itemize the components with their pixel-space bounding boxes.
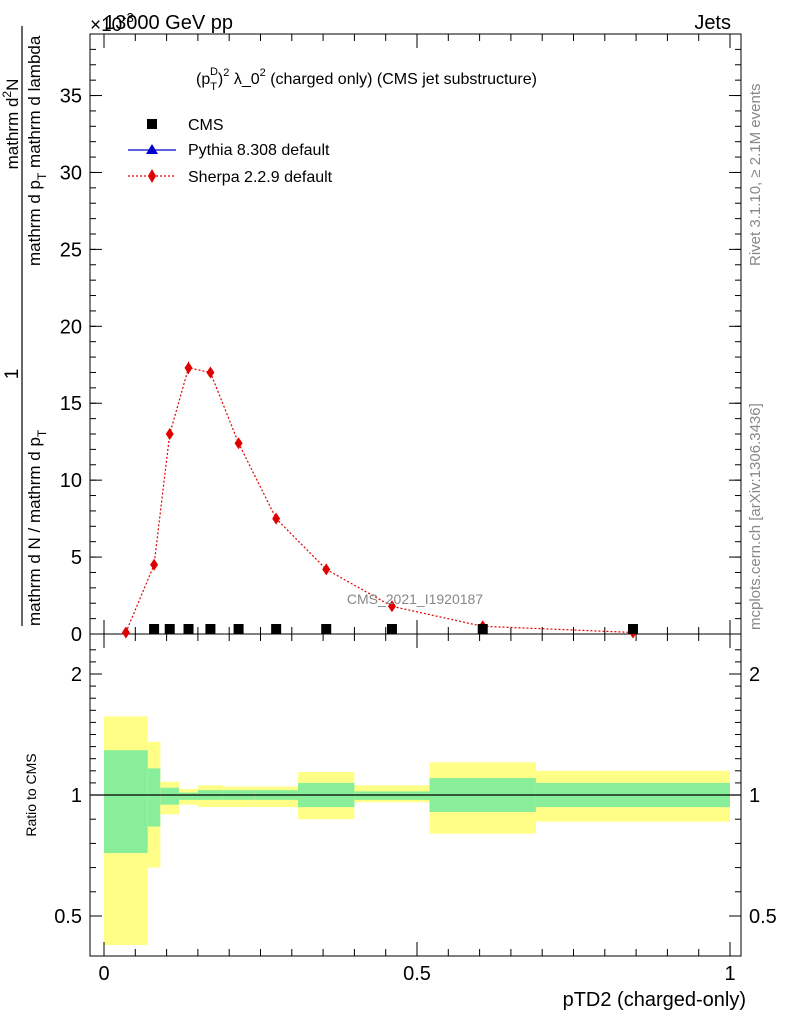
svg-text:1: 1 (2, 369, 23, 380)
x-tick-label: 0.5 (403, 963, 431, 985)
ratio-y-axis-label: Ratio to CMS (23, 753, 39, 836)
ratio-inner-band-2 (160, 787, 180, 805)
main-y-ticks: 0 5 10 15 20 25 30 35 (60, 33, 741, 646)
cms-point (271, 624, 282, 634)
ratio-y-tick-label-left: 0.5 (54, 906, 82, 928)
energy-label: 13000 GeV pp (104, 12, 233, 34)
main-y-tick-label: 20 (60, 316, 82, 338)
x-tick-label: 0 (98, 963, 109, 985)
legend-pythia-label: Pythia 8.308 default (188, 142, 330, 159)
sherpa-point (387, 600, 396, 613)
main-y-tick-label: 25 (60, 239, 82, 261)
sherpa-point (150, 558, 159, 571)
main-y-tick-label: 0 (71, 624, 82, 646)
svg-text:mathrm d pT mathrm d lambda: mathrm d pT mathrm d lambda (25, 35, 49, 266)
sherpa-point (272, 512, 281, 525)
cms-point (477, 624, 488, 634)
legend-pythia-marker (146, 144, 158, 154)
sherpa-point (322, 563, 331, 576)
ratio-y-tick-label-right: 2 (749, 664, 760, 686)
ratio-inner-band-3 (179, 792, 198, 800)
legend-cms-marker (147, 119, 157, 129)
sherpa-point (121, 626, 130, 639)
sherpa-point (234, 437, 243, 450)
category-label: Jets (694, 12, 731, 34)
main-y-tick-label: 10 (60, 470, 82, 492)
x-tick-label: 1 (724, 963, 735, 985)
sherpa-point (206, 366, 215, 379)
cms-point (386, 624, 397, 634)
ratio-ticks: 0.5 0.5 1 1 2 2 (54, 649, 777, 928)
legend-sherpa-label: Sherpa 2.2.9 default (188, 169, 333, 186)
ratio-y-tick-label-right: 1 (749, 785, 760, 807)
rivet-version-label: Rivet 3.1.10, ≥ 2.1M events (747, 84, 764, 267)
ratio-inner-band-1 (147, 768, 161, 827)
cms-series (149, 624, 638, 634)
ratio-y-tick-label-right: 0.5 (749, 906, 777, 928)
svg-text:mathrm d N / mathrm d pT: mathrm d N / mathrm d pT (25, 429, 49, 626)
mcplots-label: mcplots.cern.ch [arXiv:1306.3436] (747, 403, 764, 630)
cms-point (233, 624, 244, 634)
multiplier-label: ×10-3 (90, 10, 134, 36)
main-y-tick-label: 5 (71, 547, 82, 569)
cms-point (205, 624, 216, 634)
cms-point (164, 624, 175, 634)
main-y-tick-label: 35 (60, 86, 82, 108)
cms-point (183, 624, 194, 634)
ratio-bands (104, 716, 730, 946)
ratio-inner-band-0 (104, 750, 148, 854)
x-ticks: 0 0.5 1 (98, 34, 736, 985)
ratio-inner-band-8 (354, 791, 430, 800)
plot-title: (pTD)2 λ_02 (charged only) (CMS jet subs… (196, 66, 537, 93)
cms-point (321, 624, 332, 634)
svg-text:mathrm d2N: mathrm d2N (0, 79, 22, 170)
legend-cms-label: CMS (188, 117, 224, 134)
x-axis-label: pTD2 (charged-only) (563, 989, 746, 1011)
legend-sherpa-marker (148, 169, 156, 183)
sherpa-point (184, 361, 193, 374)
main-y-tick-label: 30 (60, 162, 82, 184)
main-y-tick-label: 15 (60, 393, 82, 415)
analysis-watermark: CMS_2021_I1920187 (347, 591, 483, 607)
ratio-y-tick-label-left: 2 (71, 664, 82, 686)
cms-point (149, 624, 160, 634)
legend: CMS Pythia 8.308 default Sherpa 2.2.9 de… (128, 117, 333, 186)
sherpa-point (165, 428, 174, 440)
cms-point (627, 624, 638, 634)
main-y-axis-label: 1 mathrm d N / mathrm d pT mathrm d pT m… (0, 26, 49, 626)
ratio-y-tick-label-left: 1 (71, 785, 82, 807)
